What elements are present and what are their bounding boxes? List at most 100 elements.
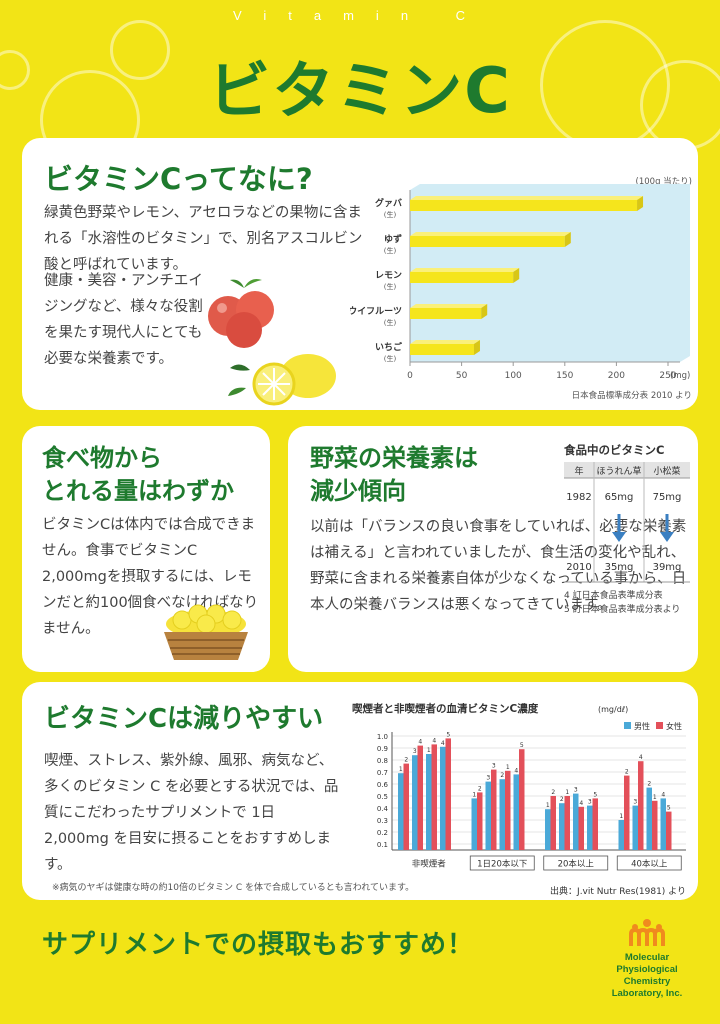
chart-data-label: 5 <box>520 742 524 749</box>
mpcl-logo-icon <box>629 919 665 946</box>
chart-data-label: 4 <box>418 739 422 746</box>
chart-tick-label: 250 <box>659 371 676 381</box>
chart-data-label: 3 <box>633 799 637 806</box>
chart-bar-male <box>513 774 519 850</box>
chart-data-label: 2 <box>478 785 482 792</box>
lemon-icon <box>228 354 336 406</box>
what-is-vitamin-c-card: ビタミンCってなに? 緑黄色野菜やレモン、アセロラなどの果物に含まれる「水溶性の… <box>22 138 698 410</box>
section2-heading-line2: とれる量はわずか <box>42 477 234 505</box>
chart-category-label: グァバ <box>375 197 402 209</box>
chart-tick-label: 0.2 <box>377 829 388 837</box>
bottom-slogan: サプリメントでの摂取もおすすめ！ <box>42 930 475 960</box>
chart-data-label: 5 <box>593 791 597 798</box>
chart-group-label: 1日20本以下 <box>477 859 528 870</box>
table-header-year: 年 <box>574 465 583 477</box>
chart-bar <box>410 340 480 355</box>
down-arrow-icon <box>612 514 626 542</box>
section4-footnote: ※病気のヤギは健康な時の約10倍のビタミン C を体で合成しているとも言われてい… <box>52 883 415 893</box>
chart-group-label: 40本以上 <box>631 859 668 870</box>
chart-bar-female <box>578 806 584 850</box>
chart-bar-female <box>403 763 409 850</box>
chart-bar-female <box>652 800 658 850</box>
chart-bar-female <box>505 770 511 850</box>
chart-bar-female <box>592 798 598 850</box>
chart-tick-label: 0.6 <box>377 781 389 789</box>
logo-line3: Laboratory, Inc. <box>611 988 683 999</box>
table-cell: 2010 <box>566 562 591 573</box>
nutrient-decline-card: 野菜の栄養素は 減少傾向 以前は「バランスの良い食事をしていれば、必要な栄養素は… <box>288 426 698 672</box>
chart-tick-label: 0.4 <box>377 805 389 813</box>
chart-data-label: 3 <box>492 763 496 770</box>
chart-tick-label: 1.0 <box>377 733 388 741</box>
chart-bar-male <box>545 809 551 850</box>
vitamin-c-depletion-card: ビタミンCは減りやすい 喫煙、ストレス、紫外線、風邪、病気など、多くのビタミン … <box>22 682 698 900</box>
chart-tick-label: 150 <box>556 371 573 381</box>
chart-bar-male <box>618 820 624 850</box>
chart-unit: (mg) <box>670 371 690 381</box>
company-logo: Molecular Physiological Chemistry Labora… <box>592 918 702 1000</box>
chart-bar-female <box>417 745 423 850</box>
chart-bar-male <box>587 805 593 850</box>
chart-tick-label: 0.9 <box>377 745 388 753</box>
chart-bar-female <box>550 796 556 850</box>
chart-data-label: 3 <box>588 799 592 806</box>
chart-unit: (mg/dℓ) <box>598 705 628 714</box>
section4-heading: ビタミンCは減りやすい <box>44 704 324 734</box>
chart-data-label: 1 <box>619 813 623 820</box>
food-intake-card: 食べ物から とれる量はわずか ビタミンCは体内では合成できません。食事でビタミン… <box>22 426 270 672</box>
chart-tick-label: 0.8 <box>377 757 388 765</box>
down-arrow-icon <box>660 514 674 542</box>
chart-bar <box>410 268 520 283</box>
section3-heading: 野菜の栄養素は 減少傾向 <box>310 442 478 508</box>
section3-body: 以前は「バランスの良い食事をしていれば、必要な栄養素は補える」と言われていました… <box>310 519 687 613</box>
chart-bar-male <box>440 746 446 850</box>
chart-category-label: いちご <box>375 341 403 353</box>
section3-heading-line1: 野菜の栄養素は <box>310 444 478 472</box>
chart-raw-mark: (生) <box>384 210 397 219</box>
vitamin-c-in-food-table: 食品中のビタミンC 年 ほうれん草 小松菜 1982 65mg 75mg 201… <box>564 442 690 616</box>
chart-data-label: 5 <box>446 731 450 738</box>
logo-line1: Molecular <box>624 952 670 963</box>
table-cell: 1982 <box>566 492 591 503</box>
chart-group-label-box <box>469 855 535 871</box>
chart-group-label-box <box>543 855 609 871</box>
section1-paragraph2: 健康・美容・アンチエイジングなど、様々な役割を果たす現代人にとても必要な栄養素で… <box>44 273 203 367</box>
chart-data-label: 1 <box>565 789 569 796</box>
chart-tick-label: 0 <box>407 371 413 381</box>
chart-data-label: 4 <box>579 800 583 807</box>
chart-bar-male <box>398 773 404 850</box>
chart-category-label: キウイフルーツ <box>350 306 402 317</box>
svg-text:男性: 男性 <box>634 721 650 731</box>
chart-data-label: 5 <box>667 805 671 812</box>
decorative-circle <box>0 50 30 90</box>
chart-bar-male <box>646 787 652 850</box>
lemon-basket-icon <box>164 604 248 660</box>
chart-bar-female <box>564 796 570 850</box>
chart-bar-male <box>485 781 491 850</box>
section1-heading: ビタミンCってなに? <box>44 162 313 196</box>
chart-group-label: 20本以上 <box>558 859 595 870</box>
chart-title: 喫煙者と非喫煙者の血清ビタミンC濃度 <box>352 702 539 715</box>
chart-raw-mark: (生) <box>384 318 397 327</box>
chart-bar-male <box>559 803 565 850</box>
chart-data-label: 2 <box>647 781 651 788</box>
vitamin-c-content-chart: (100g 当たり) グァバ(生)ゆず(生)レモン(生)キウイフルーツ(生)いち… <box>350 176 692 401</box>
chart-bar-female <box>477 792 483 850</box>
chart-category-label: レモン <box>375 270 402 281</box>
chart-raw-mark: (生) <box>384 282 397 291</box>
chart-legend: 男性 女性 <box>624 721 682 731</box>
chart-group-label: 非喫煙者 <box>412 859 447 870</box>
section2-heading: 食べ物から とれる量はわずか <box>42 442 234 508</box>
chart-data-label: 2 <box>560 796 564 803</box>
page-title: ビタミンC <box>208 54 512 127</box>
chart-bar-female <box>491 769 497 850</box>
chart-bar <box>410 232 571 247</box>
svg-text:女性: 女性 <box>666 721 682 731</box>
chart-bar-male <box>632 805 638 850</box>
table-header-komatsuna: 小松菜 <box>653 465 680 477</box>
section4-body: 喫煙、ストレス、紫外線、風邪、病気など、多くのビタミン C を必要とする状況では… <box>44 753 339 873</box>
chart-data-label: 4 <box>441 740 445 747</box>
chart-category-label: ゆず <box>384 233 402 245</box>
chart-data-label: 2 <box>404 757 408 764</box>
chart-bar-male <box>471 798 477 850</box>
